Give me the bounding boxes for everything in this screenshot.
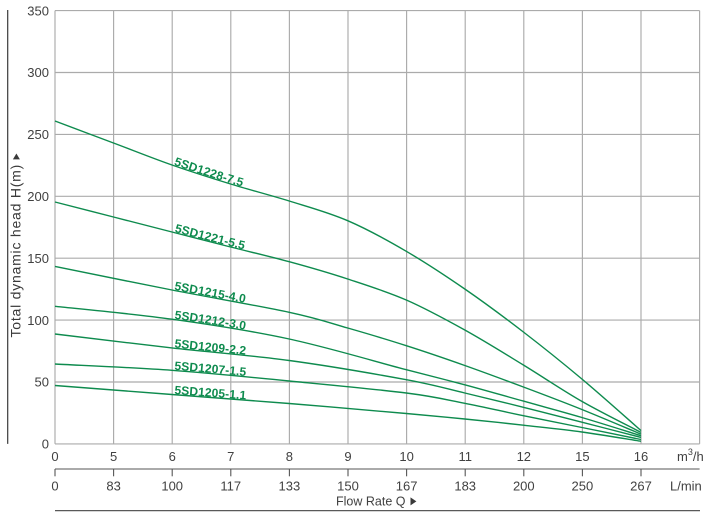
svg-text:7: 7	[227, 449, 234, 464]
svg-text:150: 150	[337, 479, 359, 494]
svg-text:100: 100	[161, 479, 183, 494]
svg-text:12: 12	[517, 449, 531, 464]
svg-text:350: 350	[27, 3, 49, 18]
svg-text:16: 16	[634, 449, 648, 464]
svg-text:0: 0	[42, 437, 49, 452]
svg-text:8: 8	[286, 449, 293, 464]
svg-text:200: 200	[513, 479, 535, 494]
svg-text:167: 167	[396, 479, 418, 494]
svg-text:200: 200	[27, 189, 49, 204]
svg-text:300: 300	[27, 65, 49, 80]
svg-text:5SD1207-1.5: 5SD1207-1.5	[174, 359, 247, 379]
svg-text:m3/h: m3/h	[677, 447, 704, 464]
svg-text:L/min: L/min	[670, 479, 702, 494]
svg-text:117: 117	[220, 479, 241, 494]
svg-text:250: 250	[572, 479, 594, 494]
svg-text:0: 0	[51, 449, 58, 464]
svg-text:50: 50	[35, 375, 49, 390]
svg-text:83: 83	[106, 479, 120, 494]
svg-text:150: 150	[27, 251, 49, 266]
svg-text:9: 9	[344, 449, 351, 464]
svg-text:0: 0	[51, 479, 58, 494]
svg-text:5SD1205-1.1: 5SD1205-1.1	[174, 383, 247, 402]
svg-text:250: 250	[27, 127, 49, 142]
svg-text:267: 267	[630, 479, 652, 494]
svg-text:10: 10	[399, 449, 413, 464]
svg-text:11: 11	[458, 449, 472, 464]
svg-text:183: 183	[454, 479, 476, 494]
svg-text:100: 100	[27, 313, 49, 328]
svg-text:6: 6	[169, 449, 176, 464]
svg-text:5: 5	[110, 449, 117, 464]
svg-text:Flow Rate Q: Flow Rate Q	[336, 495, 406, 509]
svg-text:133: 133	[279, 479, 301, 494]
svg-text:15: 15	[575, 449, 589, 464]
svg-text:Total dynamic head H(m): Total dynamic head H(m)	[8, 164, 24, 338]
